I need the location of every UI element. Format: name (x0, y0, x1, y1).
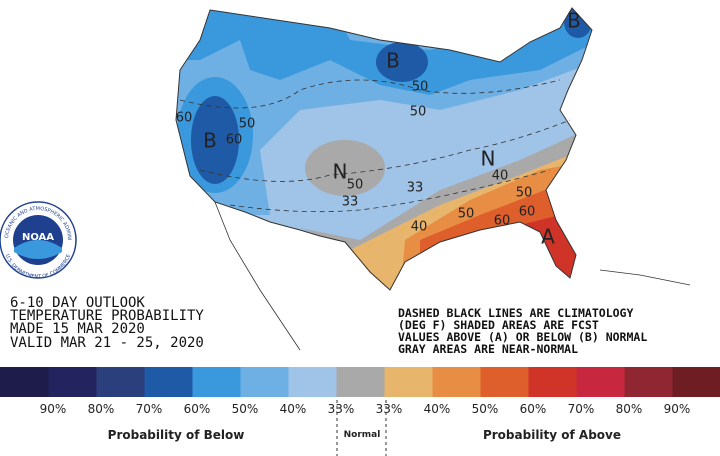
map-label: 60 (519, 205, 536, 220)
map-label: N (481, 147, 496, 171)
legend-label: 90% (664, 402, 691, 416)
map-label: B (386, 49, 400, 73)
legend-label: 80% (616, 402, 643, 416)
legend: 90% 80% 70% 60% 50% 40% 33% 33% 40% 50% 60% 70% 80% 9… (0, 367, 720, 456)
title-line: MADE 15 MAR 2020 (10, 321, 145, 337)
legend-label: 50% (472, 402, 499, 416)
legend-group: Probability of Below (108, 428, 245, 442)
legend-swatch (0, 367, 49, 397)
map-label: 50 (239, 117, 256, 132)
legend-label: 80% (88, 402, 115, 416)
note-line: (DEG F) SHADED AREAS ARE FCST (398, 318, 599, 332)
notes: DASHED BLACK LINES ARE CLIMATOLOGY (DEG … (394, 306, 704, 356)
map-label: 50 (347, 178, 364, 193)
legend-swatch (432, 367, 481, 397)
map-label: 50 (516, 186, 533, 201)
legend-label: 33% (328, 402, 355, 416)
map-label: B (567, 9, 581, 33)
legend-label: 70% (136, 402, 163, 416)
region-near-normal (305, 140, 385, 196)
map-label: 60 (176, 111, 193, 126)
legend-swatch (480, 367, 529, 397)
map-label: 33 (407, 181, 424, 196)
title-line: VALID MAR 21 - 25, 2020 (10, 335, 204, 351)
map-label: N (333, 160, 348, 184)
note-line: VALUES ABOVE (A) OR BELOW (B) NORMAL (398, 330, 647, 344)
legend-swatch (192, 367, 241, 397)
legend-label: 40% (424, 402, 451, 416)
legend-label: 40% (280, 402, 307, 416)
logo-wave (14, 240, 62, 259)
coastline (214, 201, 691, 351)
forecast-shading (176, 8, 592, 290)
climatology-lines (179, 79, 571, 213)
legend-swatch (96, 367, 145, 397)
legend-swatch (240, 367, 289, 397)
notes-background (394, 306, 704, 356)
region-near-normal (300, 128, 590, 260)
region-below-60 (191, 96, 239, 184)
legend-label: 50% (232, 402, 259, 416)
legend-label: 60% (184, 402, 211, 416)
map: B B B N N A 60 50 60 50 50 40 33 33 50 4… (175, 7, 691, 351)
legend-label: 60% (520, 402, 547, 416)
title-line: 6-10 DAY OUTLOOK (10, 295, 145, 311)
legend-swatch (48, 367, 97, 397)
legend-label: 90% (40, 402, 67, 416)
logo-text: NOAA (22, 232, 54, 243)
legend-swatch (528, 367, 577, 397)
region-below-60 (376, 42, 428, 82)
map-label: 50 (410, 105, 427, 120)
note-line: DASHED BLACK LINES ARE CLIMATOLOGY (398, 306, 633, 320)
map-label: 40 (411, 220, 428, 235)
map-label: 40 (492, 169, 509, 184)
map-label: B (203, 129, 217, 153)
legend-group: Normal (344, 430, 381, 440)
map-label: 50 (458, 207, 475, 222)
map-label: 60 (494, 214, 511, 229)
map-label: 60 (226, 133, 243, 148)
map-label: 33 (342, 195, 359, 210)
legend-swatch (384, 367, 433, 397)
legend-label: 33% (376, 402, 403, 416)
legend-swatch (576, 367, 625, 397)
map-label: A (541, 225, 555, 249)
title-block: 6-10 DAY OUTLOOK TEMPERATURE PROBABILITY… (10, 295, 204, 351)
legend-group: Probability of Above (483, 428, 621, 442)
legend-swatch (672, 367, 720, 397)
title-line: TEMPERATURE PROBABILITY (10, 308, 204, 324)
legend-swatch (336, 367, 385, 397)
map-label: 50 (412, 80, 429, 95)
legend-swatch (624, 367, 673, 397)
us-outline (175, 7, 593, 291)
legend-swatch (288, 367, 337, 397)
note-line: GRAY AREAS ARE NEAR-NORMAL (398, 342, 578, 356)
legend-label: 70% (568, 402, 595, 416)
legend-swatch (144, 367, 193, 397)
noaa-logo: NOAA NATIONAL OCEANIC AND ATMOSPHERIC AD… (0, 0, 77, 280)
